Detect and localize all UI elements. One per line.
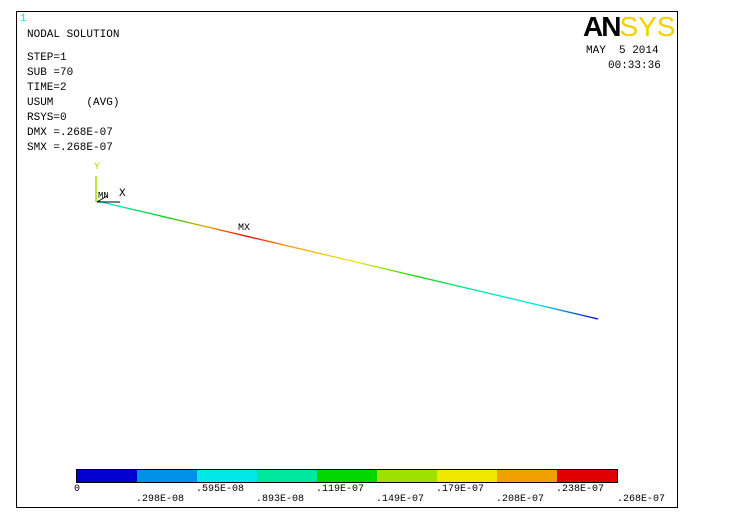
header-line-step: STEP=1 [27,52,67,64]
legend-band-9 [557,470,617,482]
triad-line [96,195,108,203]
legend-band-5 [317,470,377,482]
graphics-window[interactable]: 1 ANSYS NODAL SOLUTION STEP=1 SUB =70 TI… [16,11,678,508]
legend-band-6 [377,470,437,482]
date-label: MAY 5 2014 [586,45,659,57]
legend-band-4 [257,470,317,482]
legend-tick: .119E-07 [316,484,365,495]
legend-band-7 [437,470,497,482]
header-line-usum: USUM (AVG) [27,97,120,109]
x-axis-label: X [119,188,126,200]
legend-tick: .238E-07 [556,484,605,495]
legend-tick: 0 [74,484,81,495]
header-line-sub: SUB =70 [27,67,74,79]
legend-tick: .179E-07 [436,484,485,495]
window-number: 1 [20,13,27,25]
legend-band-1 [77,470,137,482]
legend-band-2 [137,470,197,482]
mx-marker: MX [238,223,251,234]
legend-tick: .595E-08 [196,484,245,495]
mn-marker: MN [98,191,109,201]
legend-tick: .208E-07 [496,494,545,505]
legend-band-8 [497,470,557,482]
legend-tick: .268E-07 [617,494,666,505]
model-plot [95,176,599,320]
contour-legend [76,469,618,483]
header-line-time: TIME=2 [27,82,67,94]
time-label: 00:33:36 [608,60,661,72]
y-axis-label: Y [94,162,101,173]
beam-element [96,200,599,320]
header-line-dmx: DMX =.268E-07 [27,127,113,139]
legend-tick: .298E-08 [136,494,185,505]
header-line-smx: SMX =.268E-07 [27,142,113,154]
ansys-logo: ANSYS [583,11,676,42]
plot-title: NODAL SOLUTION [27,29,120,41]
legend-tick: .149E-07 [376,494,425,505]
header-line-rsys: RSYS=0 [27,112,67,124]
legend-tick: .893E-08 [256,494,305,505]
legend-band-3 [197,470,257,482]
